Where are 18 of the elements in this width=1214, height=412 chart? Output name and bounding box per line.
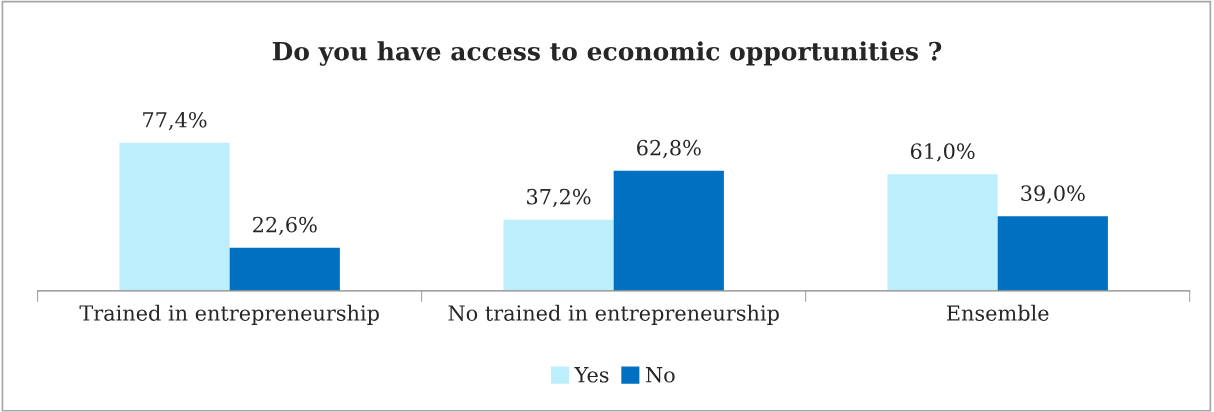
x-tick-label: Ensemble: [946, 304, 1049, 321]
legend-label: Yes: [574, 367, 609, 383]
bar: [503, 219, 614, 291]
bar: [997, 216, 1108, 291]
data-label: 39,0%: [1021, 185, 1085, 204]
data-label: 77,4%: [143, 111, 207, 131]
x-tick-label: No trained in entrepreneurship: [448, 304, 779, 325]
chart-title: Do you have access to economic opportunities ?: [272, 41, 942, 66]
bar: [229, 247, 340, 291]
x-tick-label: Trained in entrepreneurship: [79, 304, 379, 325]
data-label: 62,8%: [637, 139, 701, 159]
bar: [887, 174, 998, 291]
data-label: 37,2%: [527, 188, 591, 208]
legend-label: No: [645, 367, 675, 383]
data-label: 61,0%: [910, 143, 975, 162]
data-label: 22,6%: [253, 216, 317, 236]
bar: [119, 142, 230, 291]
bar: [613, 170, 724, 291]
